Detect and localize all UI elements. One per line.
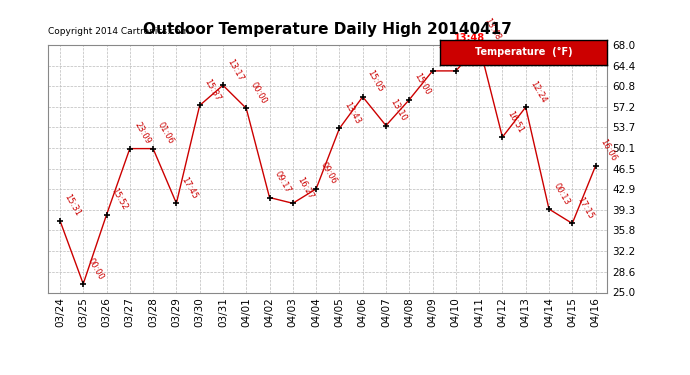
Text: 00:00: 00:00 (86, 256, 106, 281)
Text: 17:45: 17:45 (179, 176, 199, 201)
Text: 01:06: 01:06 (156, 121, 175, 146)
Text: 13:48: 13:48 (454, 33, 485, 43)
Title: Outdoor Temperature Daily High 20140417: Outdoor Temperature Daily High 20140417 (144, 22, 512, 38)
Text: 13:17: 13:17 (226, 57, 246, 82)
Text: 00:00: 00:00 (249, 81, 268, 105)
Text: 15:23: 15:23 (435, 43, 455, 68)
Text: 09:06: 09:06 (319, 161, 339, 186)
Text: 12:24: 12:24 (529, 80, 548, 104)
Text: 13:10: 13:10 (388, 98, 408, 123)
Text: 15:52: 15:52 (109, 187, 129, 212)
Text: 13:43: 13:43 (342, 100, 362, 126)
Text: 15:05: 15:05 (366, 69, 385, 94)
Text: 15:37: 15:37 (202, 77, 222, 103)
Text: 16:27: 16:27 (295, 175, 315, 201)
Text: 23:09: 23:09 (132, 121, 152, 146)
Text: 00:13: 00:13 (552, 181, 571, 206)
Text: 14:51: 14:51 (459, 43, 478, 68)
Text: 09:17: 09:17 (273, 170, 292, 195)
Text: Copyright 2014 Cartronics.com: Copyright 2014 Cartronics.com (48, 27, 190, 36)
Text: 13:48: 13:48 (482, 17, 502, 42)
Text: 15:31: 15:31 (63, 193, 82, 218)
Text: 15:00: 15:00 (412, 72, 432, 97)
Text: 16:51: 16:51 (505, 109, 525, 134)
Text: 17:15: 17:15 (575, 195, 595, 220)
Text: 16:06: 16:06 (598, 138, 618, 163)
